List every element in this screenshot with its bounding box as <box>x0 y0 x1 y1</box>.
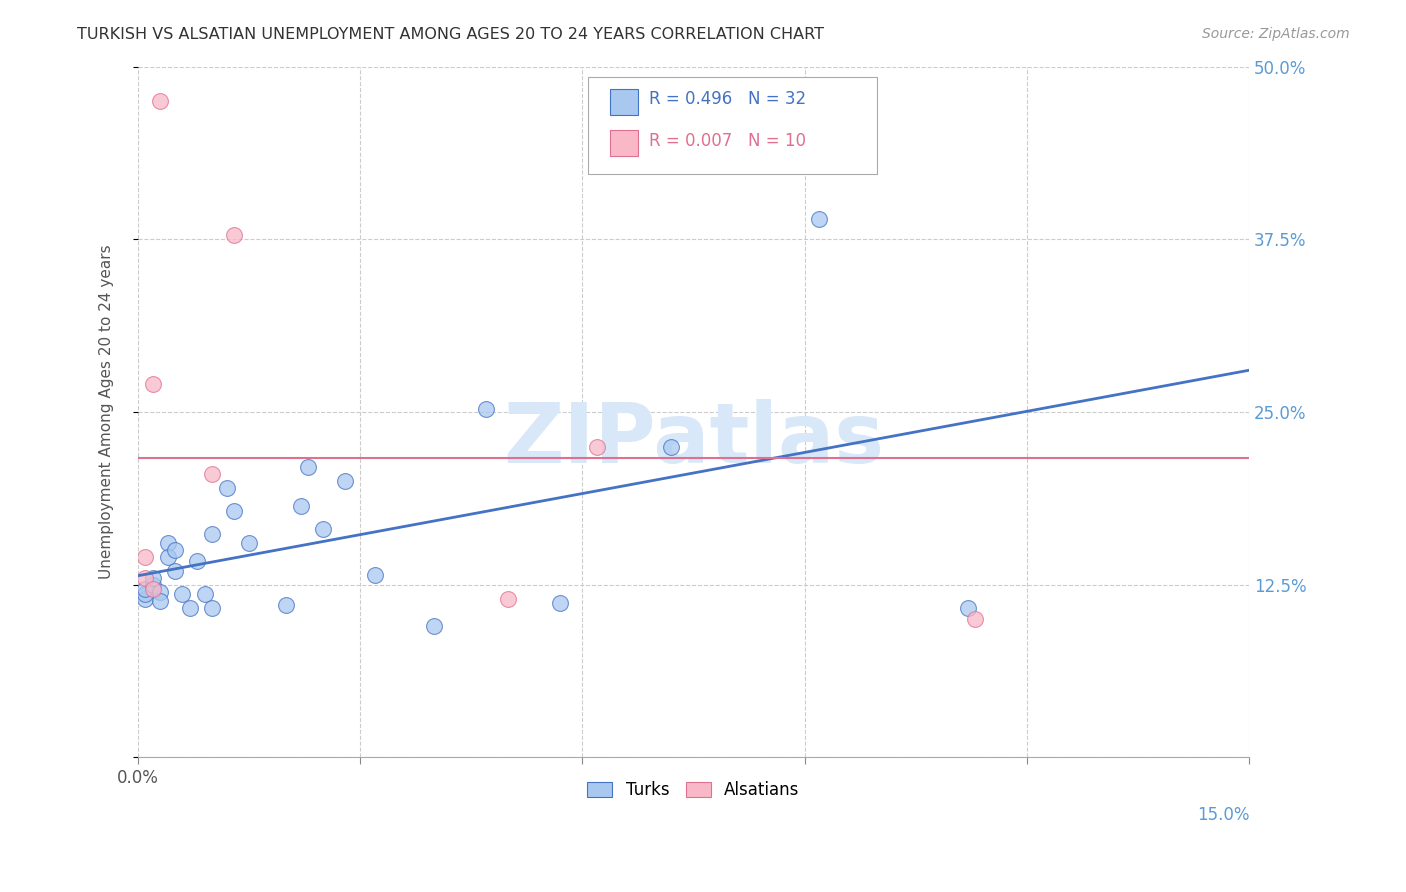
Point <box>335 474 357 488</box>
Text: R = 0.007   N = 10: R = 0.007 N = 10 <box>650 131 806 150</box>
Point <box>142 571 165 585</box>
Point <box>965 612 987 626</box>
Point <box>956 601 979 615</box>
Point <box>149 94 172 108</box>
Text: R = 0.496   N = 32: R = 0.496 N = 32 <box>650 90 806 108</box>
Point <box>312 523 335 537</box>
Point <box>156 536 179 550</box>
Point <box>201 526 224 541</box>
Point <box>224 228 246 243</box>
Point <box>215 481 238 495</box>
Point <box>142 582 165 596</box>
Point <box>134 582 156 596</box>
Point <box>201 601 224 615</box>
Point <box>142 377 165 392</box>
Point <box>163 543 186 558</box>
Point <box>156 550 179 565</box>
Point <box>149 594 172 608</box>
Point <box>163 564 186 578</box>
Point <box>172 587 194 601</box>
Point <box>659 440 682 454</box>
Point <box>548 596 571 610</box>
Y-axis label: Unemployment Among Ages 20 to 24 years: Unemployment Among Ages 20 to 24 years <box>100 244 114 579</box>
Text: TURKISH VS ALSATIAN UNEMPLOYMENT AMONG AGES 20 TO 24 YEARS CORRELATION CHART: TURKISH VS ALSATIAN UNEMPLOYMENT AMONG A… <box>77 27 824 42</box>
FancyBboxPatch shape <box>610 130 638 156</box>
Point <box>475 402 498 417</box>
Text: ZIPatlas: ZIPatlas <box>503 399 884 480</box>
Point <box>134 591 156 606</box>
Point <box>134 550 156 565</box>
Text: Source: ZipAtlas.com: Source: ZipAtlas.com <box>1202 27 1350 41</box>
Point <box>186 554 208 568</box>
Point <box>423 619 446 633</box>
Point <box>201 467 224 482</box>
FancyBboxPatch shape <box>610 88 638 115</box>
Point <box>364 568 387 582</box>
Point <box>498 591 520 606</box>
Point <box>224 504 246 518</box>
FancyBboxPatch shape <box>588 77 877 174</box>
Point <box>134 587 156 601</box>
Point <box>179 601 201 615</box>
Point <box>134 571 156 585</box>
Point <box>142 577 165 591</box>
Legend: Turks, Alsatians: Turks, Alsatians <box>582 776 804 805</box>
Point <box>194 587 217 601</box>
Point <box>290 499 312 513</box>
Point <box>808 211 831 226</box>
Point <box>586 440 609 454</box>
Point <box>276 599 298 613</box>
Point <box>297 460 319 475</box>
Text: 15.0%: 15.0% <box>1197 805 1249 823</box>
Point <box>238 536 260 550</box>
Point <box>149 584 172 599</box>
